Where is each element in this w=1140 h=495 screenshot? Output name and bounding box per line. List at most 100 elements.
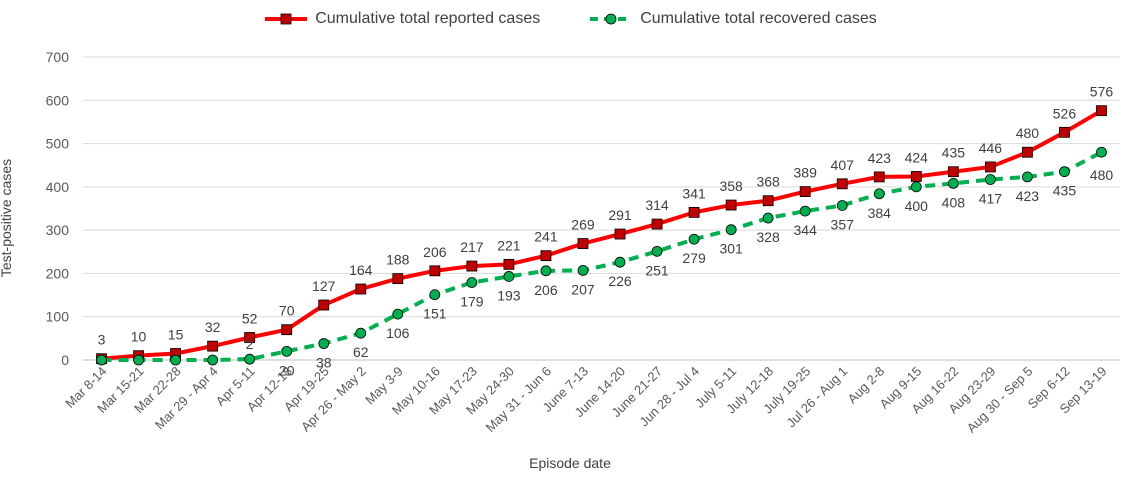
- recovered-point: [910, 181, 922, 193]
- reported-point: [799, 186, 811, 198]
- reported-data-label: 576: [1090, 84, 1114, 100]
- reported-data-label: 10: [131, 329, 147, 345]
- data-labels: 3 10 15 32 52 70 127 164 188 206 217 221 241 269 291 31…: [98, 84, 1114, 379]
- reported-point: [466, 260, 478, 272]
- recovered-data-label: 206: [534, 282, 558, 298]
- recovered-data-label: 400: [905, 198, 929, 214]
- recovered-data-label: 106: [386, 325, 410, 341]
- reported-data-label: 188: [386, 252, 410, 268]
- recovered-data-label: 408: [942, 194, 966, 210]
- recovered-data-label: 20: [279, 362, 295, 378]
- legend: Cumulative total reported cases Cumulati…: [0, 10, 1140, 28]
- recovered-data-label: 193: [497, 287, 521, 303]
- recovered-point: [651, 245, 663, 257]
- recovered-data-label: 151: [423, 306, 447, 322]
- x-tick-label: May 31 - Jun 6: [483, 364, 554, 435]
- recovered-point: [281, 345, 293, 357]
- y-tick-label: 600: [46, 92, 70, 108]
- reported-point: [281, 324, 293, 336]
- reported-point: [355, 283, 367, 295]
- recovered-point: [873, 188, 885, 200]
- y-axis-ticks: 0 100 200 300 400 500 600 700: [46, 49, 70, 368]
- legend-item-reported: Cumulative total reported cases: [263, 10, 540, 28]
- recovered-data-label: 301: [719, 241, 743, 257]
- recovered-point: [355, 327, 367, 339]
- recovered-data-label: 226: [608, 273, 632, 289]
- reported-data-label: 221: [497, 237, 521, 253]
- series-group: [96, 105, 1107, 366]
- reported-data-label: 217: [460, 239, 484, 255]
- y-tick-label: 500: [46, 136, 70, 152]
- reported-point: [244, 332, 256, 343]
- y-tick-label: 100: [46, 309, 70, 325]
- recovered-point: [614, 256, 626, 268]
- legend-item-recovered: Cumulative total recovered cases: [588, 10, 877, 28]
- reported-point: [984, 161, 996, 173]
- recovered-data-label: 328: [756, 229, 780, 245]
- recovered-point: [96, 354, 107, 366]
- reported-point: [1059, 126, 1070, 138]
- recovered-point: [947, 177, 959, 189]
- reported-point: [947, 166, 959, 178]
- reported-data-label: 127: [312, 278, 336, 294]
- reported-point: [1096, 105, 1107, 117]
- recovered-point: [836, 200, 848, 211]
- recovered-point: [170, 354, 181, 366]
- reported-data-label: 424: [905, 149, 929, 165]
- recovered-point: [577, 264, 589, 276]
- recovered-point: [540, 265, 552, 277]
- reported-data-label: 15: [168, 327, 184, 343]
- recovered-data-label: 179: [460, 294, 484, 310]
- reported-data-label: 358: [719, 178, 743, 194]
- reported-point: [207, 340, 219, 352]
- y-tick-label: 0: [61, 352, 69, 368]
- recovered-point: [429, 289, 441, 301]
- reported-point: [429, 265, 441, 277]
- recovered-point: [725, 224, 737, 236]
- recovered-point: [688, 233, 700, 245]
- legend-swatch-recovered: [590, 13, 633, 25]
- reported-point: [836, 178, 848, 190]
- series-line: [101, 150, 1103, 362]
- recovered-point: [318, 338, 330, 349]
- recovered-point: [133, 354, 144, 366]
- recovered-data-label: 435: [1053, 183, 1077, 199]
- x-axis-title: Episode date: [529, 455, 611, 471]
- reported-point: [651, 218, 663, 230]
- reported-data-label: 164: [349, 262, 373, 278]
- reported-point: [577, 238, 589, 249]
- reported-point: [503, 258, 515, 270]
- recovered-point: [1096, 146, 1107, 158]
- reported-point: [392, 273, 404, 285]
- recovered-data-label: 357: [831, 216, 855, 232]
- recovered-data-label: 279: [682, 250, 706, 266]
- recovered-data-label: 480: [1090, 167, 1114, 183]
- recovered-point: [392, 308, 404, 320]
- reported-data-label: 314: [645, 197, 669, 213]
- legend-swatch-reported: [265, 13, 308, 25]
- reported-point: [725, 199, 737, 211]
- reported-data-label: 480: [1016, 125, 1040, 141]
- reported-point: [540, 250, 552, 262]
- recovered-data-label: 207: [571, 281, 595, 297]
- recovered-point: [1059, 166, 1070, 178]
- reported-data-label: 407: [831, 157, 855, 173]
- recovered-point: [466, 277, 478, 288]
- legend-label-recovered: Cumulative total recovered cases: [640, 10, 877, 27]
- recovered-data-label: 38: [316, 355, 332, 371]
- reported-point: [762, 195, 774, 207]
- reported-data-label: 446: [979, 140, 1003, 156]
- reported-point: [614, 228, 626, 240]
- reported-data-label: 341: [682, 185, 706, 201]
- series-line: [101, 108, 1103, 361]
- reported-data-label: 52: [242, 310, 258, 326]
- reported-point: [910, 171, 922, 182]
- reported-data-label: 435: [942, 145, 966, 161]
- y-tick-label: 700: [46, 49, 70, 65]
- y-tick-label: 300: [46, 222, 70, 238]
- x-tick-label: Apr 26 - May 2: [298, 364, 369, 435]
- recovered-data-label: 384: [868, 205, 892, 221]
- reported-point: [873, 171, 885, 183]
- reported-point: [318, 299, 330, 311]
